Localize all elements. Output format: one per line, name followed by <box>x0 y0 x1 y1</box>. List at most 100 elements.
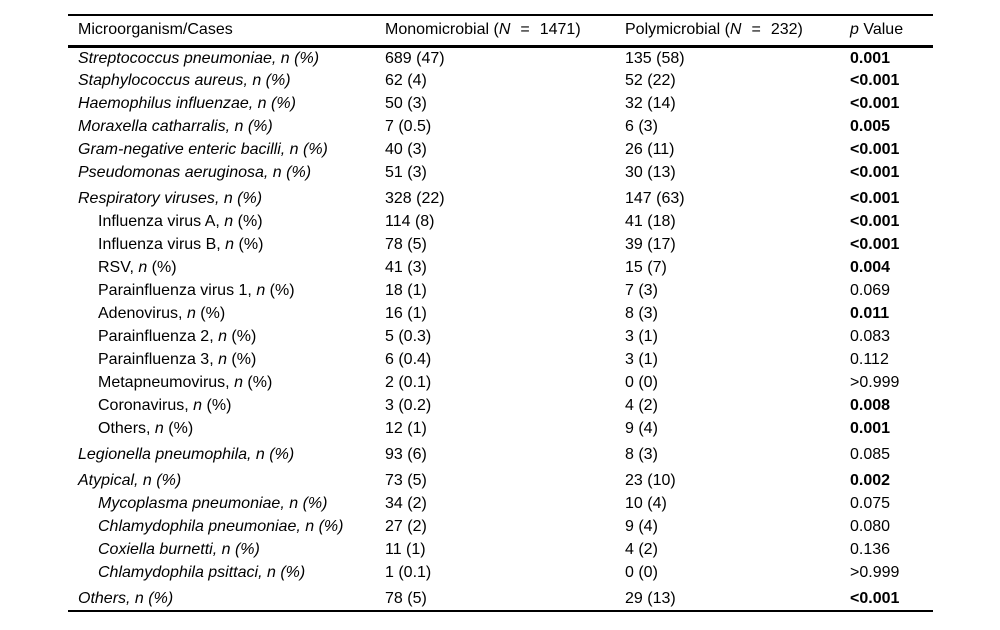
monomicrobial-value-cell: 50 (3) <box>385 95 427 112</box>
polymicrobial-value-cell: 135 (58) <box>625 49 685 67</box>
monomicrobial-value-cell: 7 (0.5) <box>385 118 432 135</box>
table-row: Others, n (%) 12 (1) 9 (4) 0.001 <box>68 418 933 441</box>
p-value-cell: <0.001 <box>850 236 900 253</box>
table-row: Coronavirus, n (%) 3 (0.2) 4 (2) 0.008 <box>68 395 933 418</box>
polymicrobial-value-cell: 9 (4) <box>625 518 658 535</box>
p-value-cell: 0.136 <box>850 541 891 558</box>
polymicrobial-value-cell: 7 (3) <box>625 282 658 299</box>
table-row: Respiratory viruses, n (%) 328 (22) 147 (6… <box>68 185 933 211</box>
equals-sign: = <box>520 21 530 39</box>
table-row: Atypical, n (%) 73 (5) 23 (10) 0.002 <box>68 467 933 493</box>
table-row: Influenza virus A, n (%) 114 (8) 41 (18) <0… <box>68 211 933 234</box>
microorganism-cell: Adenovirus, n (%) <box>98 305 226 322</box>
monomicrobial-value-cell: 78 (5) <box>385 236 427 253</box>
table-row: Haemophilus influenzae, n (%) 50 (3) 32 (1… <box>68 93 933 116</box>
p-value-cell: 0.112 <box>850 351 889 368</box>
microorganism-cell: Influenza virus A, n (%) <box>98 213 263 230</box>
microorganism-cell: Coxiella burnetti, n (%) <box>98 541 260 558</box>
polymicrobial-value-cell: 8 (3) <box>625 305 658 322</box>
table-row: Gram-negative enteric bacilli, n (%) 40 (… <box>68 139 933 162</box>
polymicrobial-value-cell: 30 (13) <box>625 164 676 181</box>
microorganism-cell: Legionella pneumophila, n (%) <box>78 446 295 463</box>
table-row: Chlamydophila pneumoniae, n (%) 27 (2) 9 (… <box>68 516 933 539</box>
col-header-p-value: p Value <box>850 21 904 39</box>
table-row: Staphylococcus aureus, n (%) 62 (4) 52 (22… <box>68 70 933 93</box>
monomicrobial-value-cell: 51 (3) <box>385 164 427 181</box>
p-value-cell: 0.002 <box>850 472 891 489</box>
microorganism-cell: Atypical, n (%) <box>78 472 182 489</box>
col-header-microorganism-label: Microorganism/Cases <box>78 21 233 39</box>
italic-p: p <box>850 21 859 39</box>
microbiology-table-container: Microorganism/Cases Monomicrobial (N = 147… <box>68 14 933 612</box>
polymicrobial-value-cell: 0 (0) <box>625 374 658 391</box>
microorganism-cell: Respiratory viruses, n (%) <box>78 190 263 207</box>
p-value-cell: 0.011 <box>850 305 890 322</box>
microbiology-table: Microorganism/Cases Monomicrobial (N = 147… <box>68 14 933 612</box>
table-row: Adenovirus, n (%) 16 (1) 8 (3) 0.011 <box>68 303 933 326</box>
table-row: Coxiella burnetti, n (%) 11 (1) 4 (2) 0.136 <box>68 539 933 562</box>
monomicrobial-value-cell: 2 (0.1) <box>385 374 432 391</box>
p-value-cell: 0.008 <box>850 397 891 414</box>
polymicrobial-value-cell: 32 (14) <box>625 95 676 112</box>
polymicrobial-value-cell: 8 (3) <box>625 446 658 463</box>
microorganism-cell: Others, n (%) <box>98 420 194 437</box>
polymicrobial-value-cell: 4 (2) <box>625 397 658 414</box>
table-row: Parainfluenza 3, n (%) 6 (0.4) 3 (1) 0.112 <box>68 349 933 372</box>
polymicrobial-value-cell: 6 (3) <box>625 118 658 135</box>
microorganism-cell: Mycoplasma pneumoniae, n (%) <box>98 495 328 512</box>
p-value-cell: 0.085 <box>850 446 891 463</box>
microorganism-cell: Moraxella catharralis, n (%) <box>78 118 273 135</box>
polymicrobial-value-cell: 26 (11) <box>625 141 675 158</box>
polymicrobial-value-cell: 147 (63) <box>625 190 685 207</box>
microorganism-cell: Others, n (%) <box>78 589 174 607</box>
polymicrobial-value-cell: 23 (10) <box>625 472 676 489</box>
p-value-cell: >0.999 <box>850 564 900 581</box>
p-value-cell: <0.001 <box>850 164 900 181</box>
monomicrobial-value-cell: 93 (6) <box>385 446 427 463</box>
p-value-cell: <0.001 <box>850 141 900 158</box>
microorganism-cell: Pseudomonas aeruginosa, n (%) <box>78 164 312 181</box>
monomicrobial-value-cell: 40 (3) <box>385 141 427 158</box>
table-row: Parainfluenza virus 1, n (%) 18 (1) 7 (3) 0… <box>68 280 933 303</box>
monomicrobial-value-cell: 16 (1) <box>385 305 427 322</box>
p-value-cell: <0.001 <box>850 95 900 112</box>
microorganism-cell: Coronavirus, n (%) <box>98 397 232 414</box>
microorganism-cell: RSV, n (%) <box>98 259 177 276</box>
p-value-cell: 0.075 <box>850 495 891 512</box>
microorganism-cell: Gram-negative enteric bacilli, n (%) <box>78 141 328 158</box>
table-row: Pseudomonas aeruginosa, n (%) 51 (3) 30 (1… <box>68 162 933 185</box>
p-value-cell: 0.001 <box>850 49 891 67</box>
p-value-cell: <0.001 <box>850 190 900 207</box>
monomicrobial-value-cell: 78 (5) <box>385 589 427 607</box>
polymicrobial-value-cell: 41 (18) <box>625 213 676 230</box>
header-row: Microorganism/Cases Monomicrobial (N = 147… <box>68 15 933 46</box>
table-row: Streptococcus pneumoniae, n (%) 689 (47) 1… <box>68 46 933 70</box>
polymicrobial-value-cell: 0 (0) <box>625 564 658 581</box>
microorganism-cell: Streptococcus pneumoniae, n (%) <box>78 49 320 67</box>
table-row: Metapneumovirus, n (%) 2 (0.1) 0 (0) >0.999 <box>68 372 933 395</box>
p-value-cell: 0.004 <box>850 259 891 276</box>
col-header-monomicrobial: Monomicrobial (N = 1471) <box>385 21 581 39</box>
monomicrobial-value-cell: 6 (0.4) <box>385 351 432 368</box>
p-value-cell: <0.001 <box>850 589 900 607</box>
monomicrobial-value-cell: 1 (0.1) <box>385 564 432 581</box>
polymicrobial-value-cell: 10 (4) <box>625 495 667 512</box>
table-row: Chlamydophila psittaci, n (%) 1 (0.1) 0 (0… <box>68 562 933 585</box>
italic-n: N <box>729 21 742 39</box>
polymicrobial-value-cell: 39 (17) <box>625 236 676 253</box>
monomicrobial-value-cell: 34 (2) <box>385 495 427 512</box>
p-value-cell: <0.001 <box>850 72 900 89</box>
p-value-cell: 0.080 <box>850 518 891 535</box>
polymicrobial-value-cell: 29 (13) <box>625 589 676 607</box>
p-value-cell: >0.999 <box>850 374 900 391</box>
monomicrobial-value-cell: 18 (1) <box>385 282 427 299</box>
monomicrobial-value-cell: 27 (2) <box>385 518 427 535</box>
monomicrobial-value-cell: 41 (3) <box>385 259 427 276</box>
p-value-cell: 0.083 <box>850 328 891 345</box>
table-header: Microorganism/Cases Monomicrobial (N = 147… <box>68 15 933 46</box>
table-row: Moraxella catharralis, n (%) 7 (0.5) 6 (3)… <box>68 116 933 139</box>
monomicrobial-value-cell: 114 (8) <box>385 213 435 230</box>
table-row: Parainfluenza 2, n (%) 5 (0.3) 3 (1) 0.083 <box>68 326 933 349</box>
microorganism-cell: Parainfluenza virus 1, n (%) <box>98 282 295 299</box>
polymicrobial-value-cell: 9 (4) <box>625 420 658 437</box>
